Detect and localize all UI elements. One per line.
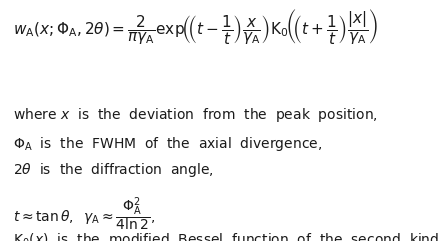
Text: where $x$  is  the  deviation  from  the  peak  position,: where $x$ is the deviation from the peak…: [13, 106, 378, 124]
Text: $\Phi_{\mathrm{A}}$  is  the  FWHM  of  the  axial  divergence,: $\Phi_{\mathrm{A}}$ is the FWHM of the a…: [13, 135, 323, 153]
Text: $t \approx \tan\theta,\;\; \gamma_{\mathrm{A}} \approx \dfrac{\Phi_{\mathrm{A}}^: $t \approx \tan\theta,\;\; \gamma_{\math…: [13, 195, 156, 233]
Text: $\mathrm{K}_{0}(x)$  is  the  modified  Bessel  function  of  the  second  kind.: $\mathrm{K}_{0}(x)$ is the modified Bess…: [13, 231, 442, 241]
Text: $w_{\mathrm{A}}(x;\Phi_{\mathrm{A}},2\theta) = \dfrac{2}{\pi\gamma_{\mathrm{A}}}: $w_{\mathrm{A}}(x;\Phi_{\mathrm{A}},2\th…: [13, 7, 378, 46]
Text: $2\theta$  is  the  diffraction  angle,: $2\theta$ is the diffraction angle,: [13, 161, 214, 180]
